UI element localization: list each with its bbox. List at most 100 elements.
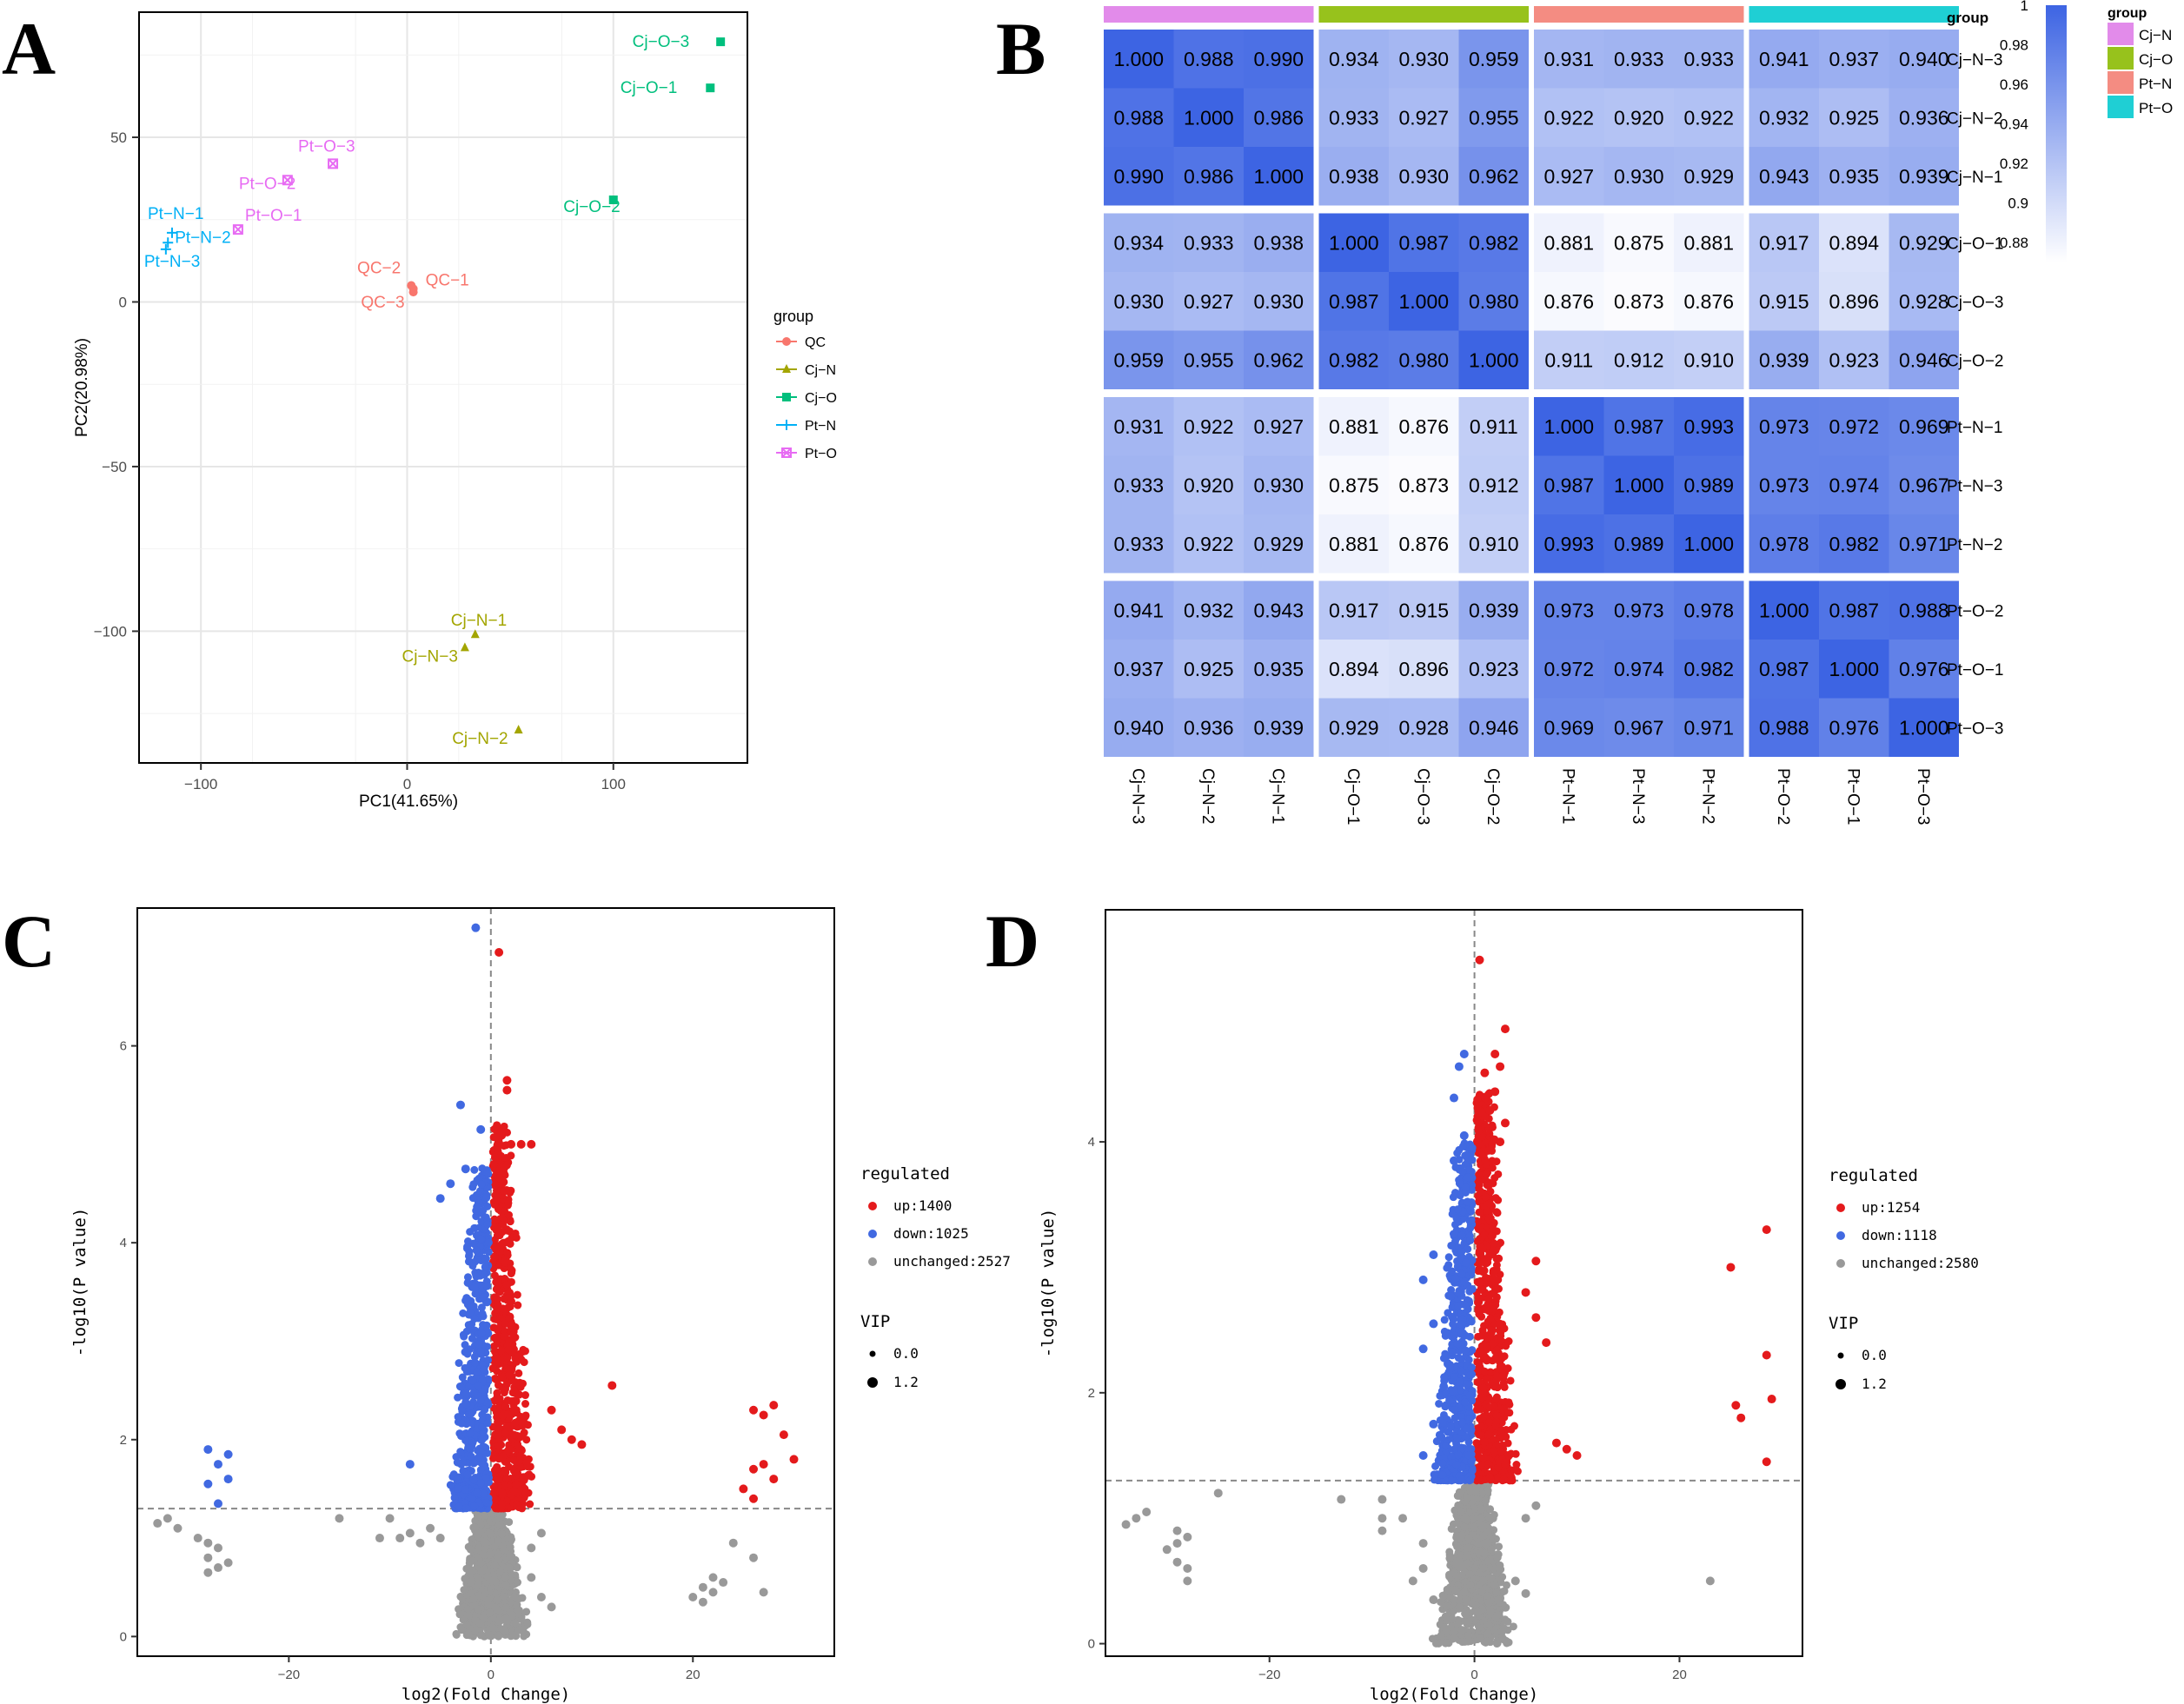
x-axis-label: PC1(41.65%) — [359, 792, 458, 811]
unchanged-point — [467, 1589, 475, 1598]
unchanged-point — [501, 1603, 510, 1612]
point-label: Cj−O−2 — [563, 198, 620, 216]
down-point — [1454, 1062, 1464, 1071]
down-point — [1466, 1223, 1475, 1232]
down-point — [471, 923, 481, 932]
up-point — [527, 1139, 536, 1149]
unchanged-point — [462, 1621, 471, 1629]
y-axis-label: PC2(20.98%) — [73, 338, 91, 437]
group-annotation-bar — [1318, 6, 1529, 23]
heatmap-cell-value: 1.000 — [1398, 290, 1449, 313]
down-point — [463, 1243, 472, 1251]
down-point — [466, 1429, 475, 1437]
unchanged-point — [1464, 1543, 1473, 1552]
heatmap-cell — [1244, 698, 1314, 757]
up-point — [739, 1484, 748, 1494]
heatmap-cell — [1674, 330, 1744, 389]
point-marker — [328, 158, 339, 169]
up-point — [514, 1301, 522, 1309]
down-point — [1448, 1313, 1457, 1322]
down-point — [476, 1124, 486, 1134]
down-point — [1458, 1142, 1467, 1150]
unchanged-point — [481, 1539, 490, 1548]
row-label: Cj−O−3 — [1947, 294, 2003, 312]
heatmap-cell-value: 0.962 — [1253, 348, 1304, 371]
column-label: Cj−N−2 — [1198, 768, 1217, 824]
up-point — [1501, 1461, 1510, 1469]
up-point — [513, 1469, 521, 1477]
up-point — [557, 1425, 567, 1435]
row-label: Cj−O−2 — [1947, 352, 2003, 370]
down-point — [1457, 1418, 1466, 1427]
down-point — [467, 1452, 475, 1461]
up-point — [498, 1213, 507, 1222]
heatmap-cell-value: 0.955 — [1469, 106, 1519, 129]
up-point — [1490, 1270, 1498, 1278]
up-point — [495, 1323, 503, 1332]
heatmap-cell — [1603, 147, 1674, 206]
heatmap-cell-value: 0.987 — [1543, 474, 1594, 496]
down-point — [1461, 1151, 1470, 1160]
down-point — [1454, 1302, 1463, 1310]
down-point — [1446, 1422, 1455, 1431]
down-point — [480, 1489, 488, 1498]
unchanged-point — [1132, 1514, 1141, 1523]
point-label: Cj−N−2 — [452, 730, 508, 748]
up-point — [493, 1295, 501, 1303]
unchanged-point — [1450, 1627, 1458, 1635]
y-tick-label: −100 — [94, 623, 127, 640]
heatmap-cell — [1458, 30, 1529, 89]
heatmap-cell-value: 0.881 — [1329, 415, 1379, 438]
heatmap-cell-value: 0.934 — [1113, 231, 1164, 254]
x-tick-label: −20 — [1258, 1668, 1280, 1682]
up-point — [521, 1419, 529, 1428]
down-point — [463, 1278, 472, 1287]
unchanged-point — [1495, 1542, 1504, 1551]
legend-label: down:1025 — [893, 1225, 969, 1242]
heatmap-cell-value: 0.988 — [1113, 106, 1164, 129]
unchanged-point — [495, 1617, 504, 1626]
down-point — [1450, 1156, 1458, 1165]
down-point — [475, 1340, 483, 1349]
heatmap-cell-value: 0.922 — [1683, 106, 1734, 129]
down-point — [223, 1449, 233, 1459]
unchanged-point — [1458, 1638, 1467, 1647]
heatmap-cell — [1819, 640, 1889, 699]
heatmap-cell — [1674, 455, 1744, 514]
unchanged-point — [491, 1577, 500, 1586]
up-point — [1473, 1095, 1482, 1104]
down-point — [1459, 1130, 1469, 1140]
unchanged-point — [466, 1578, 475, 1587]
up-point — [1504, 1398, 1513, 1407]
point-marker — [460, 642, 469, 652]
down-point — [482, 1498, 491, 1507]
unchanged-point — [503, 1616, 512, 1625]
heatmap-cell-value: 0.933 — [1614, 48, 1664, 70]
heatmap-cell — [1889, 397, 1959, 456]
up-point — [1481, 1155, 1490, 1164]
up-point — [1477, 1108, 1486, 1117]
unchanged-point — [1471, 1601, 1480, 1609]
unchanged-point — [1477, 1514, 1485, 1522]
heatmap-cell — [1389, 397, 1459, 456]
unchanged-point — [1476, 1634, 1484, 1642]
down-point — [203, 1479, 213, 1489]
heatmap-cell — [1244, 330, 1314, 389]
unchanged-point — [514, 1578, 522, 1587]
up-point — [577, 1440, 587, 1449]
down-point — [453, 1475, 461, 1484]
x-tick-label: 0 — [1470, 1668, 1477, 1682]
heatmap-cell-value: 0.980 — [1398, 348, 1449, 371]
heatmap-cell-value: 0.933 — [1184, 231, 1234, 254]
down-point — [1438, 1470, 1447, 1479]
up-point — [1762, 1457, 1771, 1467]
heatmap-cell-value: 0.927 — [1253, 415, 1304, 438]
unchanged-point — [1464, 1534, 1473, 1542]
heatmap-cell-value: 0.881 — [1543, 231, 1594, 254]
unchanged-point — [1490, 1581, 1499, 1589]
unchanged-point — [759, 1588, 768, 1597]
heatmap-cell — [1674, 30, 1744, 89]
down-point — [1453, 1149, 1462, 1157]
heatmap-cell-value: 0.876 — [1398, 533, 1449, 555]
up-point — [521, 1347, 529, 1356]
